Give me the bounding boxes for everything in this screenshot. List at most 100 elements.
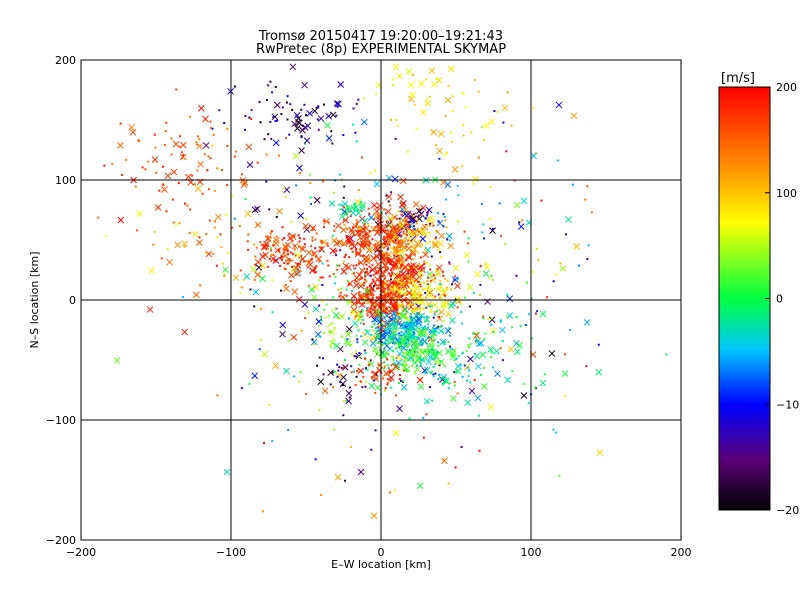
data-point-dot [431, 221, 434, 224]
data-point-dot [338, 366, 341, 369]
x-tick-label: −200 [66, 546, 96, 559]
data-point-x [180, 141, 187, 149]
data-point-dot [387, 272, 390, 275]
data-point-x [402, 306, 409, 313]
data-point-dot [390, 269, 393, 272]
data-point-x [262, 251, 269, 259]
data-point-dot [431, 370, 434, 373]
data-point-dot [362, 376, 365, 379]
data-point-dot [398, 220, 401, 223]
x-tick-label: 0 [378, 546, 385, 559]
data-point-x [327, 369, 334, 377]
data-point-dot [161, 165, 164, 168]
data-point-dot [425, 251, 428, 254]
data-point-dot [363, 349, 366, 352]
data-point-x [431, 301, 439, 309]
data-point-x [405, 348, 413, 355]
data-point-dot [119, 122, 122, 125]
data-point-dot [188, 231, 191, 234]
data-point-dot [403, 207, 406, 210]
data-point-dot [408, 226, 411, 229]
data-point-dot [295, 184, 298, 187]
data-point-dot [398, 241, 401, 244]
data-point-dot [283, 267, 286, 270]
data-point-dot [423, 303, 426, 306]
data-point-dot [359, 311, 362, 314]
data-point-x [329, 111, 337, 119]
data-point-dot [543, 373, 546, 376]
data-point-dot [226, 127, 229, 130]
data-point-x [410, 236, 418, 244]
data-point-dot [253, 278, 256, 281]
data-point-dot [448, 261, 451, 264]
data-point-dot [360, 210, 363, 213]
data-point-dot [136, 229, 139, 232]
data-point-dot [183, 245, 186, 248]
data-point-dot [388, 316, 391, 319]
data-point-x [356, 314, 364, 322]
data-point-dot [346, 228, 349, 231]
data-point-dot [411, 297, 414, 300]
data-point-x [475, 363, 482, 370]
data-point-x [333, 100, 341, 107]
data-point-dot [455, 301, 458, 304]
data-point-dot [437, 345, 440, 348]
data-point-dot [381, 211, 384, 214]
data-point-x [412, 340, 420, 348]
data-point-dot [483, 338, 486, 341]
data-point-x [370, 201, 378, 209]
data-point-x [292, 152, 300, 160]
data-point-dot [397, 259, 400, 262]
data-point-dot [289, 279, 292, 282]
data-point-dot [390, 261, 393, 264]
data-point-dot [303, 243, 306, 246]
data-point-dot [342, 414, 345, 417]
data-point-x [349, 209, 357, 217]
data-point-dot [376, 333, 379, 336]
data-point-dot [291, 253, 294, 256]
data-point-dot [368, 265, 371, 268]
data-point-dot [233, 155, 236, 158]
data-point-dot [411, 310, 414, 313]
data-point-dot [315, 106, 318, 109]
data-point-dot [461, 352, 464, 355]
data-point-dot [366, 236, 369, 239]
data-point-dot [412, 271, 415, 274]
data-point-dot [407, 228, 410, 231]
data-point-dot [446, 238, 449, 241]
data-point-dot [331, 371, 334, 374]
data-point-dot [368, 241, 371, 244]
data-point-dot [420, 227, 423, 230]
data-point-x [368, 382, 376, 390]
data-point-dot [387, 366, 390, 369]
data-point-dot [258, 100, 261, 103]
data-point-dot [373, 379, 376, 382]
data-point-dot [451, 348, 454, 351]
data-point-dot [372, 335, 375, 338]
data-point-dot [388, 231, 391, 234]
data-point-x [365, 288, 373, 295]
data-point-dot [298, 240, 301, 243]
data-point-dot [392, 268, 395, 271]
data-point-dot [363, 297, 366, 300]
data-point-dot [374, 226, 377, 229]
data-point-dot [386, 258, 389, 261]
data-point-x [348, 226, 355, 234]
data-point-x [352, 204, 360, 211]
data-point-dot [428, 219, 431, 222]
data-point-dot [233, 217, 236, 220]
data-point-dot [357, 234, 360, 237]
data-point-dot [329, 383, 332, 386]
data-point-dot [356, 230, 359, 233]
data-point-dot [307, 284, 310, 287]
x-tick-label: −100 [216, 546, 246, 559]
data-point-x [392, 247, 400, 254]
data-point-dot [386, 381, 389, 384]
data-point-dot [288, 257, 291, 260]
data-point-dot [406, 338, 409, 341]
data-point-dot [446, 280, 449, 283]
data-point-dot [260, 307, 263, 310]
data-point-x [262, 243, 270, 250]
data-point-x [416, 482, 424, 490]
data-point-dot [283, 237, 286, 240]
